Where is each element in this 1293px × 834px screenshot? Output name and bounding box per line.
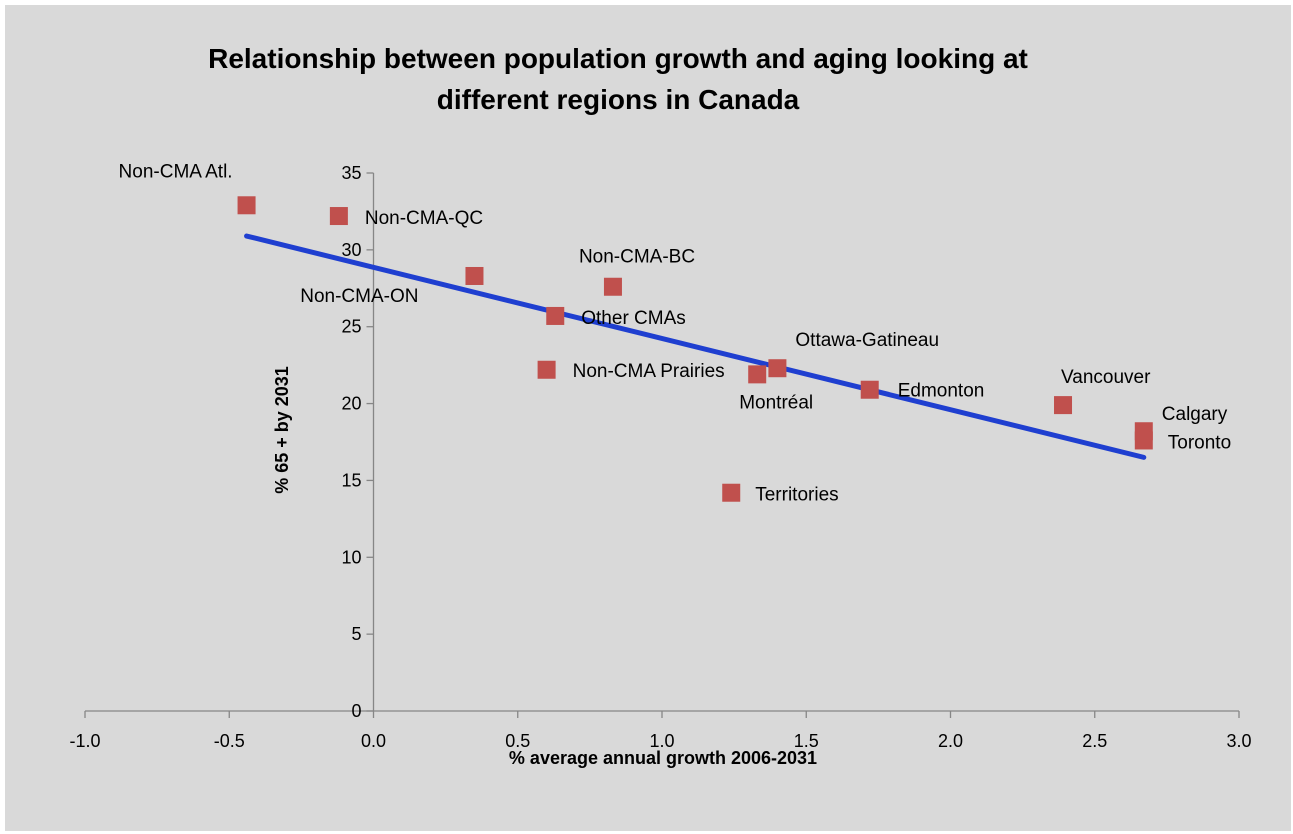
y-tick-label: 20 — [341, 394, 361, 414]
data-point-marker — [1054, 396, 1073, 415]
data-point-marker — [237, 196, 256, 215]
y-tick-label: 0 — [351, 701, 361, 721]
data-point-marker — [860, 380, 879, 399]
trendline — [244, 233, 1147, 460]
data-point-marker — [465, 266, 484, 285]
x-tick-label: 2.0 — [938, 731, 963, 751]
data-point-label: Non-CMA Prairies — [573, 361, 725, 382]
data-point-label: Vancouver — [1061, 367, 1151, 388]
x-tick-label: 1.0 — [649, 731, 674, 751]
chart-title-line-1: Relationship between population growth a… — [208, 43, 1028, 74]
y-tick-label: 35 — [341, 163, 361, 183]
scatter-chart: Relationship between population growth a… — [69, 43, 1251, 768]
data-point-label: Ottawa-Gatineau — [795, 330, 939, 351]
x-axis-title: % average annual growth 2006-2031 — [509, 748, 817, 768]
x-tick-label: -0.5 — [214, 731, 245, 751]
ticks-layer: -1.0 -0.5 0.0 0.5 1.0 1.5 2.0 2.5 3.0 0 5 10 15 20 25 3… — [69, 163, 1251, 751]
x-tick-label: 1.5 — [794, 731, 819, 751]
data-point-label: Montréal — [739, 392, 813, 413]
point-labels-layer: Non-CMA Atl. Non-CMA-QC Non-CMA-ON Non-CMA-… — [119, 161, 1232, 505]
data-point-label: Non-CMA-BC — [579, 247, 695, 268]
data-point-marker — [603, 277, 622, 296]
data-point-label: Non-CMA-ON — [300, 286, 418, 307]
y-tick-label: 30 — [341, 240, 361, 260]
x-tick-label: -1.0 — [69, 731, 100, 751]
x-tick-label: 3.0 — [1226, 731, 1251, 751]
y-axis-title: % 65 + by 2031 — [272, 366, 292, 494]
y-tick-label: 15 — [341, 470, 361, 490]
data-point-label: Calgary — [1162, 404, 1228, 425]
data-point-marker — [768, 359, 787, 378]
trendline-layer — [244, 233, 1147, 460]
chart-area: Relationship between population growth a… — [5, 5, 1291, 831]
points-layer — [237, 196, 1153, 502]
y-tick-label: 5 — [351, 624, 361, 644]
data-point-label: Edmonton — [898, 381, 985, 402]
data-point-label: Toronto — [1168, 432, 1231, 453]
y-tick-label: 10 — [341, 547, 361, 567]
data-point-label: Non-CMA Atl. — [119, 161, 233, 182]
data-point-label: Other CMAs — [581, 308, 686, 329]
data-point-marker — [1134, 431, 1153, 450]
data-point-label: Non-CMA-QC — [365, 208, 483, 229]
chart-title-line-2: different regions in Canada — [437, 84, 800, 115]
data-point-label: Territories — [755, 485, 838, 506]
data-point-marker — [722, 483, 741, 502]
data-point-marker — [546, 306, 565, 325]
data-point-marker — [537, 360, 556, 379]
data-point-marker — [329, 207, 348, 226]
data-point-marker — [748, 365, 767, 384]
x-tick-label: 2.5 — [1082, 731, 1107, 751]
x-tick-label: 0.0 — [361, 731, 386, 751]
x-tick-label: 0.5 — [505, 731, 530, 751]
y-tick-label: 25 — [341, 317, 361, 337]
